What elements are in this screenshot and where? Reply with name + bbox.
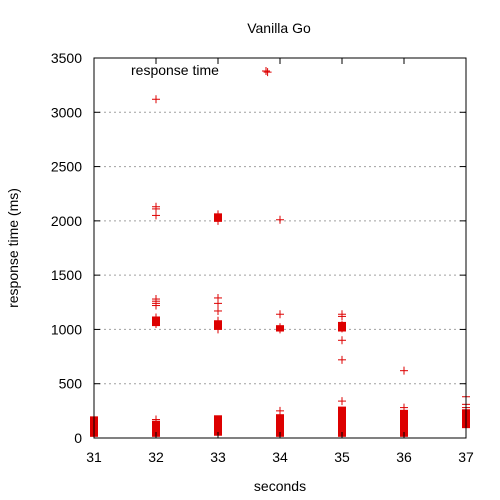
legend-plus-icon [262, 67, 270, 75]
x-tick-label: 31 [86, 449, 102, 465]
data-point [338, 324, 346, 333]
data-point [338, 355, 346, 364]
y-tick-label: 2500 [51, 159, 82, 175]
data-point [338, 397, 346, 406]
y-axis-label: response time (ms) [5, 188, 21, 308]
data-cluster [276, 414, 284, 437]
data-point [338, 312, 346, 321]
data-cluster [214, 415, 222, 436]
y-tick-label: 3000 [51, 104, 82, 120]
legend: response time [131, 62, 270, 78]
data-point [338, 336, 346, 345]
y-tick-label: 2000 [51, 213, 82, 229]
data-point [152, 211, 160, 220]
data-cluster [338, 406, 346, 437]
ticks: 0 500 1000 1500 2000 2500 3000 3500 31 32 33 34 35 36… [51, 50, 474, 465]
data-point [276, 325, 284, 334]
plot-frame [93, 57, 467, 439]
y-tick-label: 1000 [51, 321, 82, 337]
data-point [152, 95, 160, 104]
y-tick-label: 0 [74, 430, 82, 446]
data-point [214, 216, 222, 225]
x-tick-label: 36 [396, 449, 412, 465]
data-point [152, 320, 160, 328]
y-tick-label: 3500 [51, 50, 82, 66]
data-point [152, 419, 160, 428]
data-cluster [152, 420, 160, 437]
data-point [214, 306, 222, 315]
grid [94, 111, 466, 385]
x-tick-label: 32 [148, 449, 164, 465]
data-point [214, 299, 222, 308]
data-point [263, 68, 272, 77]
data-point [276, 310, 284, 319]
x-tick-label: 35 [334, 449, 350, 465]
data-point [400, 366, 408, 375]
data-point [152, 301, 160, 310]
x-tick-label: 37 [458, 449, 474, 465]
legend-marker [262, 67, 270, 75]
data-point [276, 406, 284, 415]
x-tick-label: 33 [210, 449, 226, 465]
y-tick-label: 1500 [51, 267, 82, 283]
x-tick-label: 34 [272, 449, 288, 465]
chart-title: Vanilla Go [247, 20, 311, 36]
y-tick-label: 500 [59, 376, 83, 392]
data-layer [90, 68, 470, 437]
data-point [400, 406, 408, 415]
data-point [214, 325, 222, 334]
data-cluster [400, 409, 408, 437]
legend-label: response time [131, 62, 219, 78]
data-point [276, 215, 284, 224]
x-axis-label: seconds [254, 478, 306, 494]
